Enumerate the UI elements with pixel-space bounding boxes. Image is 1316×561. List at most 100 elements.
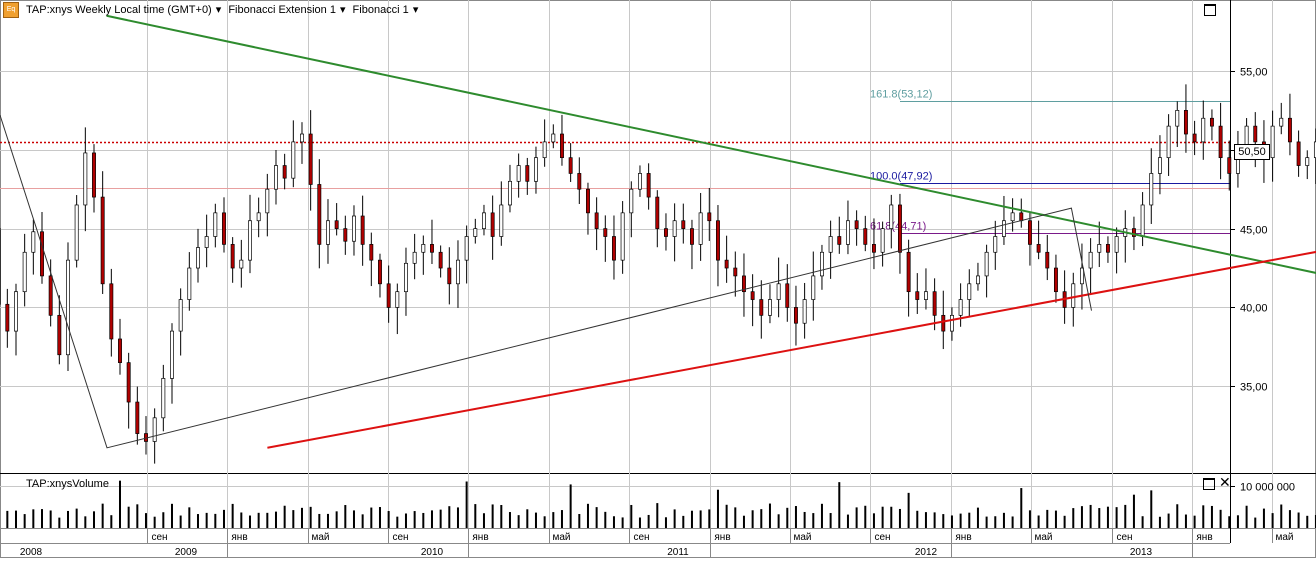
candle-body-up [352,216,355,241]
volume-bar [457,507,459,528]
candle [907,240,910,317]
close-icon[interactable]: ✕ [1219,475,1231,489]
candle-body-up [1167,126,1170,158]
dropdown-arrow-icon[interactable]: ▾ [340,4,346,16]
month-tick-label: май [1034,532,1052,543]
volume-bar [986,517,988,528]
chart-logo-icon[interactable]: Eq [3,2,19,18]
volume-bar [327,514,329,528]
candle [500,181,503,245]
maximize-icon[interactable] [1204,4,1216,16]
candle [1176,101,1179,147]
volume-bar [6,511,8,528]
month-tick-label: май [552,532,570,543]
volume-bar [726,505,728,528]
candle-body-up [630,189,633,213]
volume-bar [1298,513,1300,528]
candle [1141,192,1144,246]
candle [439,245,442,277]
candle-body-up [170,331,173,378]
volume-panel-title: TAP:xnysVolume [26,478,109,490]
volume-bar [180,516,182,528]
candle-body-up [32,232,35,252]
volume-bar [448,506,450,528]
candle [630,181,633,237]
trendline [267,251,1316,448]
candle-body-up [404,263,407,291]
volume-bar [15,511,17,528]
volume-bar [882,507,884,528]
candle [75,195,78,267]
candle [335,203,338,235]
candle [751,274,754,326]
candle [881,222,884,267]
candle [716,205,719,286]
candle-body-down [725,260,728,268]
candle-body-up [638,173,641,189]
dropdown-arrow-icon[interactable]: ▾ [216,4,222,16]
candle-body-down [127,363,130,402]
candle-body-down [1054,268,1057,292]
volume-bar [561,510,563,528]
volume-bar [422,513,424,528]
candle [517,154,520,198]
candle [413,234,416,279]
volume-maximize-icon[interactable] [1203,478,1215,490]
month-tick-label: сен [392,532,408,543]
candle-body-up [1176,110,1179,126]
candle-body-up [985,252,988,276]
candle [621,201,624,274]
candle-body-up [534,158,537,182]
volume-bar [908,493,910,528]
volume-bar [223,510,225,528]
candle-body-up [188,268,191,300]
candle [430,220,433,264]
indicator-fibonacci[interactable]: Fibonacci 1 [353,4,409,16]
volume-bar [336,511,338,528]
candle [491,196,494,260]
dropdown-arrow-icon[interactable]: ▾ [413,4,419,16]
volume-bar [1055,511,1057,528]
volume-bar [362,514,364,528]
volume-bar [743,516,745,528]
candle [924,268,927,309]
candle [578,157,581,204]
volume-bar [700,510,702,528]
volume-bar [353,510,355,528]
candle [1011,198,1014,231]
candle [214,204,217,248]
candle [526,158,529,195]
volume-bar [1246,506,1248,528]
candle [673,203,676,261]
volume-bars-group [0,481,1316,528]
candle-body-up [1280,118,1283,126]
candle [1288,94,1291,156]
volume-bar [1159,517,1161,528]
candle [595,197,598,250]
y-tick-label: 55,00 [1240,67,1268,79]
volume-bar [1064,516,1066,528]
candle-body-up [196,248,199,268]
candle [196,229,199,283]
volume-bar [934,512,936,528]
candle-body-down [1210,118,1213,126]
candle [586,183,589,235]
volume-bar [821,504,823,528]
volume-bar [1185,515,1187,528]
candle [1089,238,1092,294]
current-price-label: 50,50 [1234,144,1270,160]
candle-body-down [1288,118,1291,142]
candle [777,258,780,318]
volume-bar [500,505,502,528]
symbol-title[interactable]: TAP:xnys Weekly Local time (GMT+0) [26,4,212,16]
volume-bar [1263,509,1265,528]
candle-body-up [1011,213,1014,221]
candle-body-up [829,237,832,253]
candle-body-down [526,166,529,182]
candle-body-up [66,260,69,355]
candle [465,225,468,283]
volume-bar [414,511,416,528]
indicator-fib-extension[interactable]: Fibonacci Extension 1 [228,4,336,16]
candle [136,387,139,445]
volume-bar [310,507,312,528]
